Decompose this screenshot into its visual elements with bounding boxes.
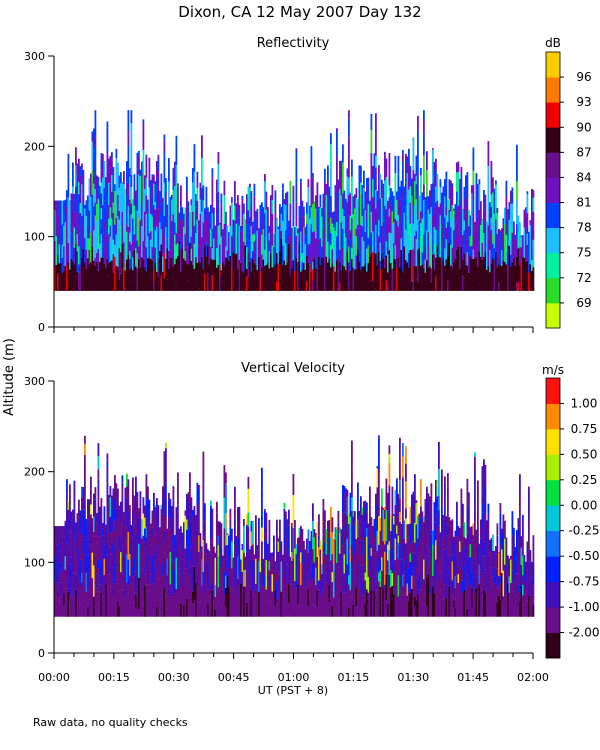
reflectivity-colorbar-units: dB — [545, 36, 561, 50]
reflectivity-colorbar-swatch — [546, 202, 560, 229]
vertical-velocity-colorbar-swatch — [546, 556, 560, 583]
vertical-velocity-colorbar-swatch — [546, 607, 560, 633]
x-tick-label: 01:00 — [278, 671, 310, 684]
figure-title: Dixon, CA 12 May 2007 Day 132 — [178, 3, 421, 21]
reflectivity-colorbar-swatch — [546, 102, 560, 128]
vertical-velocity-colorbar-swatch — [546, 632, 560, 659]
reflectivity-colorbar: 69 72 75 78 81 84 87 90 93 96 — [545, 51, 592, 329]
x-tick-label: 02:00 — [517, 671, 549, 684]
vertical-velocity-y-tick-label: 100 — [24, 556, 45, 569]
reflectivity-colorbar-swatch — [546, 277, 560, 304]
reflectivity-colorbar-tick-label: 72 — [576, 271, 591, 285]
vertical-velocity-colorbar-swatch — [546, 530, 560, 557]
vertical-velocity-colorbar-tick-label: 0.50 — [571, 447, 598, 461]
x-tick-label: 01:30 — [397, 671, 429, 684]
vertical-velocity-colorbar-swatch — [546, 378, 560, 404]
vertical-velocity-colorbar-swatch — [546, 581, 560, 608]
reflectivity-colorbar-tick-label: 87 — [576, 145, 591, 159]
vertical-velocity-panel-title: Vertical Velocity — [241, 361, 345, 376]
vertical-velocity-y-tick-label: 0 — [38, 647, 45, 660]
reflectivity-colorbar-swatch — [546, 227, 560, 254]
reflectivity-y-tick-label: 0 — [38, 321, 45, 334]
reflectivity-colorbar-swatch — [546, 127, 560, 153]
vertical-velocity-y-tick-label: 200 — [24, 466, 45, 479]
y-axis-label: Altitude (m) — [2, 338, 17, 416]
reflectivity-y-tick-label: 100 — [24, 231, 45, 244]
vertical-velocity-colorbar-tick-label: 0.75 — [571, 422, 598, 436]
x-tick-label: 00:00 — [38, 671, 70, 684]
vertical-velocity-colorbar-swatch — [546, 505, 560, 532]
vertical-velocity-colorbar-tick-label: -1.00 — [568, 600, 599, 614]
reflectivity-colorbar-tick-label: 75 — [576, 246, 591, 260]
reflectivity-colorbar-tick-label: 69 — [576, 296, 591, 310]
x-tick-label: 00:30 — [158, 671, 190, 684]
x-tick-label: 00:15 — [98, 671, 130, 684]
vertical-velocity-colorbar-swatch — [546, 428, 560, 455]
reflectivity-colorbar-tick-label: 84 — [576, 170, 591, 184]
vertical-velocity-colorbar-tick-label: -0.50 — [568, 549, 599, 563]
reflectivity-plot-area: 0 100 200 300 — [24, 50, 535, 334]
reflectivity-colorbar-swatch — [546, 52, 560, 78]
vertical-velocity-colorbar-tick-label: 0.25 — [571, 473, 598, 487]
reflectivity-colorbar-tick-label: 96 — [576, 70, 591, 84]
reflectivity-colorbar-tick-label: 93 — [576, 95, 591, 109]
reflectivity-colorbar-swatch — [546, 177, 560, 203]
reflectivity-colorbar-tick-label: 90 — [576, 120, 591, 134]
x-tick-label: 00:45 — [218, 671, 250, 684]
x-tick-label: 01:15 — [338, 671, 370, 684]
reflectivity-colorbar-tick-label: 81 — [576, 196, 591, 210]
reflectivity-colorbar-swatch — [546, 77, 560, 103]
x-axis-ticks: 00:00 00:15 00:30 00:45 01:00 01:15 01:30 01:45… — [38, 671, 549, 684]
vertical-velocity-colorbar-tick-label: 1.00 — [571, 396, 598, 410]
vertical-velocity-colorbar-swatch — [546, 454, 560, 481]
vertical-velocity-y-tick-label: 300 — [24, 375, 45, 388]
vertical-velocity-colorbar-tick-label: 0.00 — [571, 498, 598, 512]
vertical-velocity-colorbar: -2.00 -1.00 -0.75 -0.50 -0.25 0.00 0.25 0.50 0.7… — [545, 377, 600, 659]
reflectivity-panel: Reflectivity dB 0 100 200 300 69 72 75 78 81 84 8… — [24, 36, 592, 334]
reflectivity-colorbar-swatch — [546, 302, 560, 329]
vertical-velocity-colorbar-tick-label: -2.00 — [568, 626, 599, 640]
vertical-velocity-colorbar-units: m/s — [542, 363, 564, 377]
reflectivity-panel-title: Reflectivity — [257, 36, 330, 51]
reflectivity-y-tick-label: 300 — [24, 50, 45, 63]
footnote: Raw data, no quality checks — [33, 716, 188, 729]
reflectivity-y-tick-label: 200 — [24, 140, 45, 153]
vertical-velocity-panel: Vertical Velocity m/s 0 100 200 300 -2.00 -1… — [24, 361, 600, 660]
reflectivity-colorbar-tick-label: 78 — [576, 221, 591, 235]
x-axis-label: UT (PST + 8) — [258, 684, 328, 697]
vertical-velocity-colorbar-tick-label: -0.25 — [568, 524, 599, 538]
reflectivity-colorbar-swatch — [546, 252, 560, 279]
x-tick-label: 01:45 — [457, 671, 489, 684]
vertical-velocity-plot-area: 0 100 200 300 — [24, 375, 535, 660]
vertical-velocity-colorbar-swatch — [546, 403, 560, 430]
reflectivity-colorbar-swatch — [546, 152, 560, 178]
vertical-velocity-colorbar-swatch — [546, 479, 560, 506]
vertical-velocity-colorbar-tick-label: -0.75 — [568, 575, 599, 589]
